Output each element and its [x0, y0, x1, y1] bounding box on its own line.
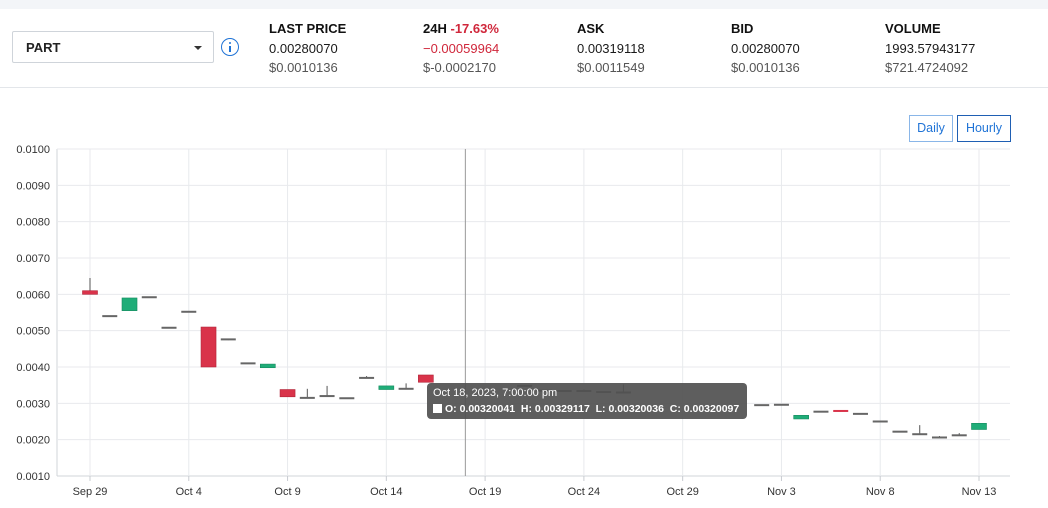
y-tick-label: 0.0070 — [16, 253, 50, 265]
x-tick-label: Nov 8 — [866, 486, 895, 498]
candle-body-flat — [141, 296, 157, 299]
candle-body-flat — [102, 315, 118, 318]
x-tick-label: Oct 9 — [274, 486, 300, 498]
stat-bid: BID 0.00280070 $0.0010136 — [731, 21, 800, 77]
y-tick-label: 0.0050 — [16, 326, 50, 338]
candle-body-flat — [319, 395, 335, 398]
candle-body-flat — [220, 338, 236, 341]
tooltip-values: O: 0.00320041 H: 0.00329117 L: 0.0032003… — [445, 403, 739, 415]
y-tick-label: 0.0090 — [16, 180, 50, 192]
candle-body-flat — [833, 409, 849, 412]
chart-tooltip: Oct 18, 2023, 7:00:00 pm O: 0.00320041 H… — [427, 383, 747, 419]
stat-last-price: LAST PRICE 0.00280070 $0.0010136 — [269, 21, 346, 77]
tooltip-swatch — [433, 404, 442, 413]
candle-body-flat — [359, 376, 375, 379]
stat-value: 0.00280070 — [269, 41, 338, 56]
x-tick-label: Oct 24 — [568, 486, 600, 498]
x-tick-label: Sep 29 — [73, 486, 108, 498]
x-tick-label: Nov 13 — [962, 486, 997, 498]
candle-body-flat — [931, 436, 947, 439]
candle-body — [793, 415, 810, 420]
daily-button[interactable]: Daily — [909, 115, 953, 142]
stat-usd: $0.0010136 — [731, 60, 800, 75]
info-icon[interactable] — [221, 38, 239, 56]
y-tick-label: 0.0060 — [16, 289, 50, 301]
candle-body — [82, 290, 98, 295]
x-tick-label: Oct 19 — [469, 486, 501, 498]
x-tick-label: Oct 4 — [176, 486, 202, 498]
stat-usd: $0.0010136 — [269, 60, 338, 75]
candle-body-flat — [754, 404, 770, 407]
candles — [82, 277, 987, 439]
x-tick-label: Nov 3 — [767, 486, 796, 498]
candle-body-flat — [161, 326, 177, 329]
stat-usd: $-0.0002170 — [423, 60, 497, 75]
top-strip — [0, 0, 1048, 9]
y-tick-label: 0.0030 — [16, 398, 50, 410]
candle-body-flat — [852, 412, 868, 415]
stat-usd: $0.0011549 — [577, 60, 645, 75]
candle-body-flat — [398, 387, 414, 390]
candle-body-flat — [773, 403, 789, 406]
stat-label-text: 24H — [423, 21, 447, 36]
tooltip-title: Oct 18, 2023, 7:00:00 pm — [433, 387, 557, 399]
change-percent: -17.63% — [450, 21, 499, 36]
stat-usd: $721.4724092 — [885, 60, 969, 75]
candle-body — [279, 389, 296, 398]
x-axis: Sep 29 Oct 4 Oct 9 Oct 14 Oct 19 Oct 24 Oct 29… — [73, 486, 997, 498]
x-tick-label: Oct 14 — [370, 486, 402, 498]
y-axis: 0.0100 0.0090 0.0080 0.0070 0.0060 0.0050 0.00… — [16, 144, 50, 483]
candle-body-flat — [299, 396, 315, 399]
candle-body — [259, 363, 276, 369]
stat-value: −0.00059964 — [423, 41, 500, 56]
y-tick-label: 0.0010 — [16, 471, 50, 483]
y-tick-label: 0.0080 — [16, 217, 50, 229]
stat-label: ASK — [577, 21, 605, 36]
stat-label: LAST PRICE — [269, 21, 347, 36]
candle-body — [971, 423, 987, 430]
y-tick-label: 0.0100 — [16, 144, 50, 156]
candlestick-chart[interactable]: 0.0100 0.0090 0.0080 0.0070 0.0060 0.0050 0.00… — [0, 140, 1048, 508]
stat-value: 1993.57943177 — [885, 41, 976, 56]
stat-value: 0.00280070 — [731, 41, 800, 56]
candle-body-flat — [892, 430, 908, 433]
stat-volume: VOLUME 1993.57943177 $721.4724092 — [885, 21, 975, 77]
candle-body — [200, 326, 217, 368]
chart-grid — [56, 148, 1010, 481]
stat-value: 0.00319118 — [577, 41, 645, 56]
candle-body-flat — [339, 397, 355, 400]
candle-body-flat — [813, 410, 829, 413]
stat-label: VOLUME — [885, 21, 941, 36]
stat-label: 24H -17.63% — [423, 21, 499, 38]
stat-change-24h: 24H -17.63% −0.00059964 $-0.0002170 — [423, 21, 499, 77]
candle-body — [418, 374, 434, 383]
market-select-value: PART — [26, 40, 61, 55]
x-tick-label: Oct 29 — [666, 486, 698, 498]
candle-body-flat — [240, 362, 256, 365]
y-tick-label: 0.0020 — [16, 435, 50, 447]
candle-body — [121, 297, 138, 311]
market-header: PART LAST PRICE 0.00280070 $0.0010136 24… — [0, 9, 1048, 88]
market-select[interactable]: PART — [12, 31, 214, 63]
hourly-button[interactable]: Hourly — [957, 115, 1011, 142]
y-tick-label: 0.0040 — [16, 362, 50, 374]
candle-body-flat — [951, 434, 967, 437]
stat-ask: ASK 0.00319118 $0.0011549 — [577, 21, 645, 77]
candle-body-flat — [181, 310, 197, 313]
candle-body — [378, 385, 395, 390]
chevron-down-icon — [194, 46, 202, 50]
stat-label: BID — [731, 21, 754, 36]
candle-body-flat — [872, 420, 888, 423]
candle-body-flat — [912, 433, 928, 436]
